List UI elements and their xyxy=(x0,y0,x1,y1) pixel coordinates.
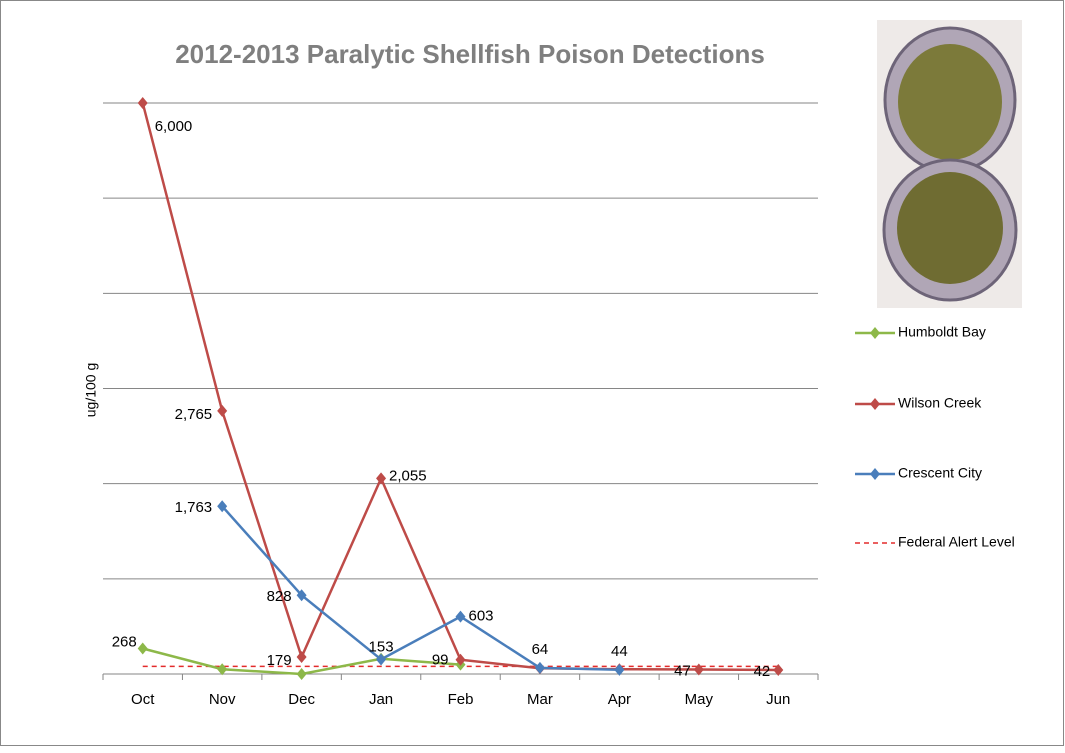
chart-title: 2012-2013 Paralytic Shellfish Poison Det… xyxy=(175,39,765,69)
data-point xyxy=(534,661,545,674)
data-point xyxy=(455,653,466,666)
data-label: 1,763 xyxy=(175,499,213,516)
x-tick-label: Jun xyxy=(766,691,790,708)
data-label: 6,000 xyxy=(155,118,193,135)
data-point xyxy=(217,500,228,513)
legend-label: Wilson Creek xyxy=(898,395,982,411)
x-tick-label: Apr xyxy=(608,691,631,708)
data-point xyxy=(773,664,784,677)
x-tick-label: Mar xyxy=(527,691,553,708)
data-label: 44 xyxy=(611,643,628,660)
data-label: 99 xyxy=(432,652,449,669)
data-point xyxy=(137,642,148,655)
x-tick-label: Jan xyxy=(369,691,393,708)
data-point xyxy=(296,668,307,680)
legend-marker xyxy=(870,398,880,410)
data-point xyxy=(217,404,228,417)
x-tick-label: May xyxy=(685,691,714,708)
y-axis-label: ug/100 g xyxy=(83,363,99,418)
legend-label: Crescent City xyxy=(898,465,982,481)
x-tick-label: Feb xyxy=(448,691,474,708)
data-label: 2,055 xyxy=(389,467,427,484)
series-line xyxy=(221,505,620,672)
cell-body xyxy=(898,44,1002,160)
data-label: 268 xyxy=(112,633,137,650)
x-tick-label: Dec xyxy=(288,691,315,708)
legend-marker xyxy=(870,327,880,339)
legend-marker xyxy=(870,468,880,480)
cell-body xyxy=(897,172,1003,284)
data-point xyxy=(376,472,387,485)
photo xyxy=(877,20,1022,308)
data-point xyxy=(614,663,625,676)
data-label: 179 xyxy=(267,652,292,669)
data-label: 2,765 xyxy=(175,406,213,423)
data-label: 42 xyxy=(754,663,771,680)
data-point xyxy=(376,653,387,666)
x-tick-label: Nov xyxy=(209,691,236,708)
data-point xyxy=(137,97,148,109)
data-point xyxy=(296,589,307,602)
data-point xyxy=(693,663,704,676)
data-label: 153 xyxy=(369,638,394,655)
legend-label: Federal Alert Level xyxy=(898,534,1015,550)
x-tick-label: Oct xyxy=(131,691,155,708)
data-label: 603 xyxy=(469,608,494,625)
data-label: 828 xyxy=(267,588,292,605)
data-label: 64 xyxy=(532,641,549,658)
data-point xyxy=(455,610,466,623)
data-point xyxy=(296,650,307,663)
legend-label: Humboldt Bay xyxy=(898,324,986,340)
data-point xyxy=(217,663,228,676)
data-label: 47 xyxy=(674,662,691,679)
